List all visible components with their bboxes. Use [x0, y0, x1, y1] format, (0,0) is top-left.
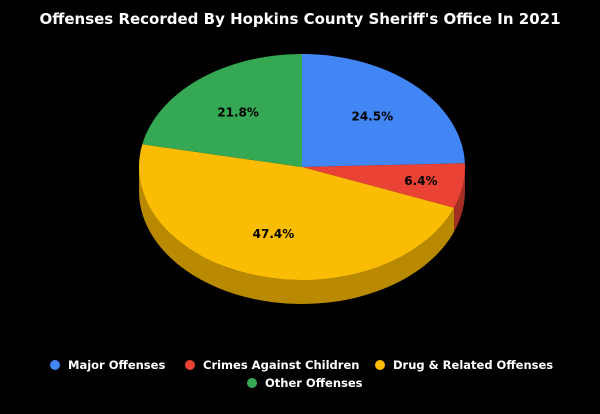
legend-swatch	[50, 360, 60, 370]
legend-item: Major Offenses	[50, 358, 165, 372]
pie-slice	[138, 144, 455, 280]
pie-top-layer	[138, 54, 465, 280]
legend-swatch	[247, 378, 257, 388]
legend-label: Major Offenses	[68, 358, 165, 372]
legend-label: Other Offenses	[265, 376, 363, 390]
pie-slice	[142, 54, 302, 167]
legend-label: Drug & Related Offenses	[393, 358, 553, 372]
slice-label: 6.4%	[404, 174, 437, 188]
slice-label: 21.8%	[217, 106, 259, 120]
legend-swatch	[185, 360, 195, 370]
pie-slice-side	[454, 167, 465, 232]
pie-slice	[302, 54, 465, 167]
pie-slice	[302, 163, 465, 208]
pie-side-layer	[139, 167, 465, 304]
legend-label: Crimes Against Children	[203, 358, 359, 372]
slice-label: 47.4%	[253, 227, 295, 241]
slice-labels: 24.5% 6.4% 47.4% 21.8%	[217, 106, 437, 242]
legend-item: Crimes Against Children	[185, 358, 359, 372]
legend: Major Offenses Crimes Against Children Dru…	[50, 358, 553, 390]
pie-slice-side	[139, 167, 455, 304]
legend-item: Drug & Related Offenses	[375, 358, 553, 372]
slice-label: 24.5%	[351, 110, 393, 124]
legend-swatch	[375, 360, 385, 370]
chart-title: Offenses Recorded By Hopkins County Sher…	[39, 10, 560, 28]
legend-item: Other Offenses	[247, 376, 363, 390]
